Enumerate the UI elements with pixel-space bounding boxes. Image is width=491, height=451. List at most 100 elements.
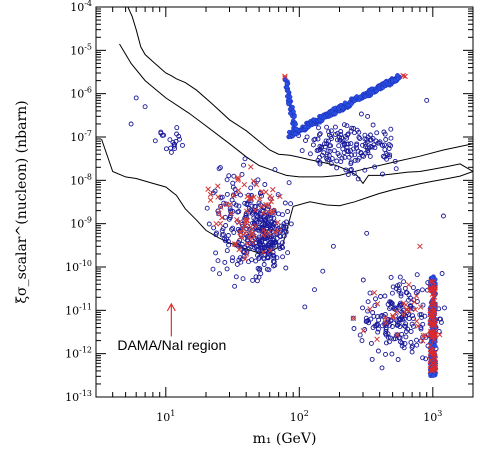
data-point-cross [390,314,396,321]
data-point-circle [223,201,229,207]
data-point-circle [397,316,403,322]
data-point-cross [417,304,424,310]
data-point-cross [217,204,224,210]
data-point-circle [322,141,327,147]
y-axis-title: ξσ_scalar^(nucleon) (nbarn) [14,100,30,303]
data-point-cross [249,239,256,246]
data-point-circle [386,339,392,345]
data-point-cross [432,366,438,373]
data-point-circle [255,177,261,183]
data-point-circle [351,326,357,331]
data-point-circle [345,141,351,147]
data-point-circle [417,312,423,318]
data-point-circle [279,240,285,246]
data-point-filled [286,101,291,107]
labels-layer: 101 102 103 10-4 10-5 10-6 10-7 10-8 10-9 10-10 10… [65,0,442,424]
data-point-circle [328,161,334,167]
data-point-cross [227,201,233,208]
data-point-filled [294,126,299,132]
data-point-circle [388,126,394,132]
data-point-circle [378,313,384,319]
data-point-circle [258,271,264,277]
data-point-circle [285,209,291,214]
data-point-circle [420,302,426,308]
data-point-circle [399,301,404,307]
data-point-cross [360,328,367,334]
data-point-circle [360,305,365,311]
data-point-circle [414,272,420,278]
data-point-cross [243,217,250,224]
data-point-circle [174,131,180,137]
data-point-circle [389,351,395,357]
data-point-circle [244,242,250,248]
data-point-circle [357,136,363,142]
data-point-cross [412,306,419,313]
data-point-cross [234,216,240,223]
data-point-circle [413,290,419,295]
data-point-cross [215,194,221,200]
data-point-circle [367,290,373,296]
data-point-circle [315,147,321,153]
data-point-cross [219,214,225,221]
data-point-circle [264,223,270,229]
data-point-circle [230,180,236,186]
data-point-circle [240,276,246,282]
data-point-cross [431,310,438,317]
data-point-circle [365,113,371,119]
data-point-circle [388,135,394,141]
data-point-circle [261,262,267,267]
data-point-cross [382,315,389,321]
data-point-cross [248,164,254,170]
data-point-circle [271,263,276,269]
data-point-circle [265,220,270,226]
data-point-cross [431,337,437,343]
data-point-circle [239,241,245,247]
data-point-circle [231,230,237,235]
data-point-circle [394,322,400,328]
data-point-circle [310,142,316,148]
data-point-circle [319,144,324,150]
data-point-circle [402,323,407,329]
data-point-circle [351,146,356,152]
data-point-circle [370,122,376,128]
data-point-circle [230,225,236,231]
data-point-circle [419,287,425,293]
data-point-circle [281,233,287,239]
data-point-circle [275,192,281,198]
data-point-circle [344,135,350,141]
data-point-circle [326,129,332,135]
data-point-cross [431,293,437,299]
data-point-cross [272,229,278,235]
data-point-circle [410,323,416,329]
data-point-circle [396,287,402,293]
data-point-circle [241,249,246,255]
data-point-circle [317,161,323,167]
data-point-circle [372,145,378,151]
data-point-cross [350,315,357,321]
data-point-cross [390,313,396,319]
data-point-circle [283,224,289,230]
data-point-cross [427,357,434,363]
data-point-circle [398,308,403,314]
data-point-circle [374,130,380,136]
data-point-circle [397,324,403,330]
data-point-cross [251,194,257,200]
data-point-circle [362,327,368,332]
data-point-circle [346,154,352,160]
data-point-circle [224,191,230,197]
data-point-circle [302,304,308,310]
data-point-circle [398,291,404,297]
data-point-circle [393,305,399,311]
data-point-circle [261,256,267,262]
data-point-circle [383,326,389,332]
data-point-circle [383,332,389,338]
data-point-circle [128,121,134,127]
data-point-cross [275,219,281,226]
data-point-circle [227,215,233,220]
data-point-cross [267,193,273,199]
data-point-circle [317,131,323,137]
data-point-cross [269,207,276,214]
data-point-cross [269,209,276,216]
data-point-circle [400,317,405,323]
data-point-circle [375,140,381,146]
